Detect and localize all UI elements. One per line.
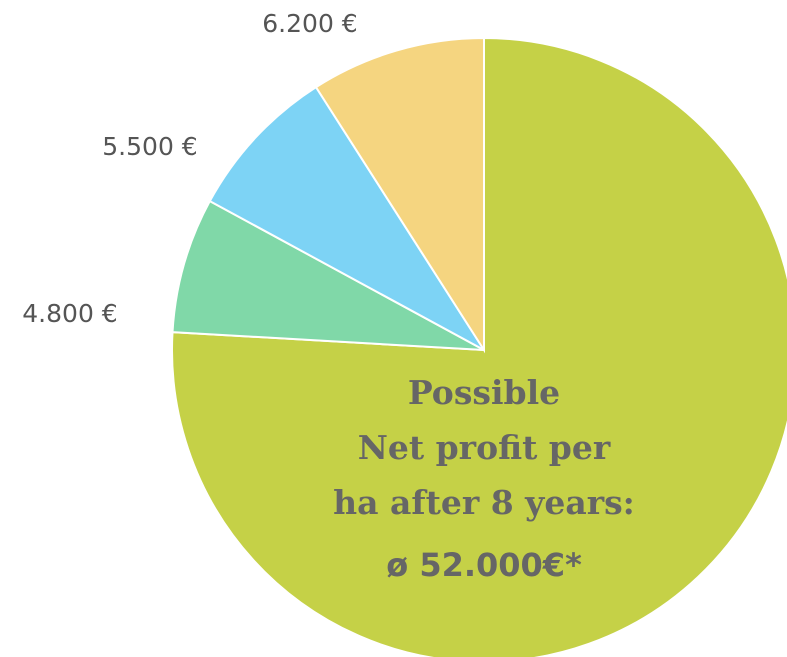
pie-slice — [171, 36, 787, 657]
slice-label: 6.200 € — [262, 9, 357, 38]
slice-label: 4.800 € — [22, 299, 117, 328]
pie-slice — [208, 85, 485, 351]
annotation-line: Net profit per — [358, 428, 611, 467]
annotation-line: Possible — [408, 373, 560, 412]
slice-label: ø 52.000€* — [386, 546, 582, 584]
pie-slice — [314, 36, 485, 354]
slice-label: 5.500 € — [102, 132, 197, 161]
annotation-line: ha after 8 years: — [333, 483, 635, 522]
pie-slice — [171, 199, 485, 351]
